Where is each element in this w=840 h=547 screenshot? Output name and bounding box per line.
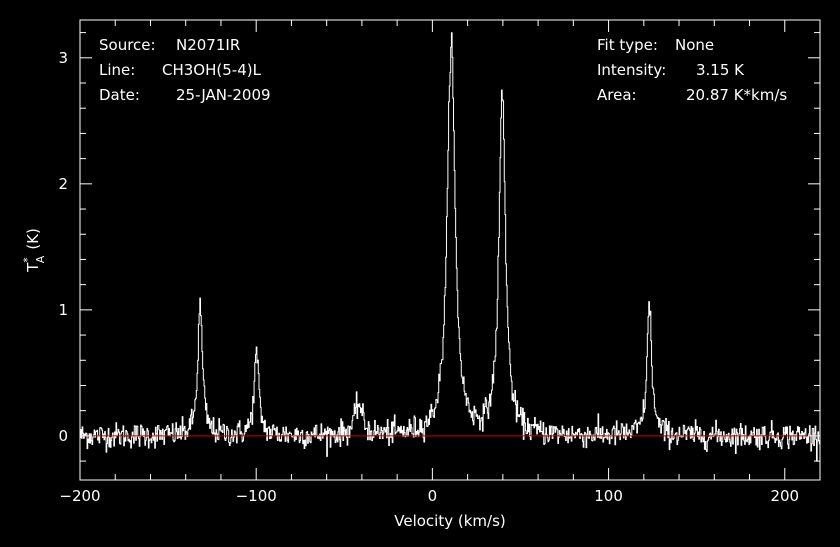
y-axis-label: T*A (K): [21, 228, 47, 273]
info-block-left: Source: N2071IR Line: CH3OH(5-4)L Date: …: [99, 36, 271, 104]
y-tick-label: 1: [58, 301, 68, 319]
y-axis-label-unit: (K): [24, 228, 42, 250]
line-value: CH3OH(5-4)L: [162, 61, 262, 79]
x-tick-label: −100: [236, 487, 277, 505]
intensity-key: Intensity:: [597, 61, 666, 79]
date-key: Date:: [99, 86, 140, 104]
x-tick-label: −200: [59, 487, 100, 505]
intensity-value: 3.15 K: [696, 61, 745, 79]
x-tick-label: 0: [428, 487, 438, 505]
y-axis-label-subscript: A: [34, 255, 47, 263]
date-value: 25-JAN-2009: [176, 86, 271, 104]
axis-ticks: −200 −100 0 100 200 0 1 2 3: [58, 20, 821, 505]
area-value: 20.87 K*km/s: [686, 86, 787, 104]
spectrum-line: [80, 32, 820, 462]
spectrum-series: [80, 32, 820, 462]
y-tick-label: 2: [58, 175, 68, 193]
info-block-right: Fit type: None Intensity: 3.15 K Area: 2…: [597, 36, 787, 104]
source-key: Source:: [99, 36, 156, 54]
y-tick-label: 3: [58, 49, 68, 67]
source-value: N2071IR: [176, 36, 240, 54]
fit-type-key: Fit type:: [597, 36, 658, 54]
fit-type-value: None: [675, 36, 714, 54]
x-tick-label: 200: [770, 487, 799, 505]
x-tick-label: 100: [594, 487, 623, 505]
x-axis-label: Velocity (km/s): [394, 512, 505, 530]
line-key: Line:: [99, 61, 135, 79]
y-axis-label-symbol: T: [24, 262, 42, 273]
area-key: Area:: [597, 86, 637, 104]
y-axis-label-superscript: *: [21, 257, 34, 263]
y-tick-label: 0: [58, 427, 68, 445]
plot-frame: [79, 19, 821, 481]
